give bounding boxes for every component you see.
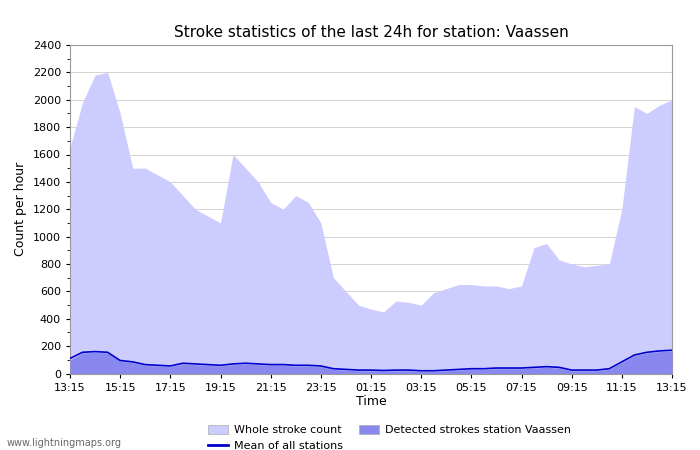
- X-axis label: Time: Time: [356, 395, 386, 408]
- Text: www.lightningmaps.org: www.lightningmaps.org: [7, 438, 122, 448]
- Legend: Whole stroke count, Mean of all stations, Detected strokes station Vaassen: Whole stroke count, Mean of all stations…: [208, 425, 570, 450]
- Y-axis label: Count per hour: Count per hour: [14, 162, 27, 256]
- Title: Stroke statistics of the last 24h for station: Vaassen: Stroke statistics of the last 24h for st…: [174, 25, 568, 40]
